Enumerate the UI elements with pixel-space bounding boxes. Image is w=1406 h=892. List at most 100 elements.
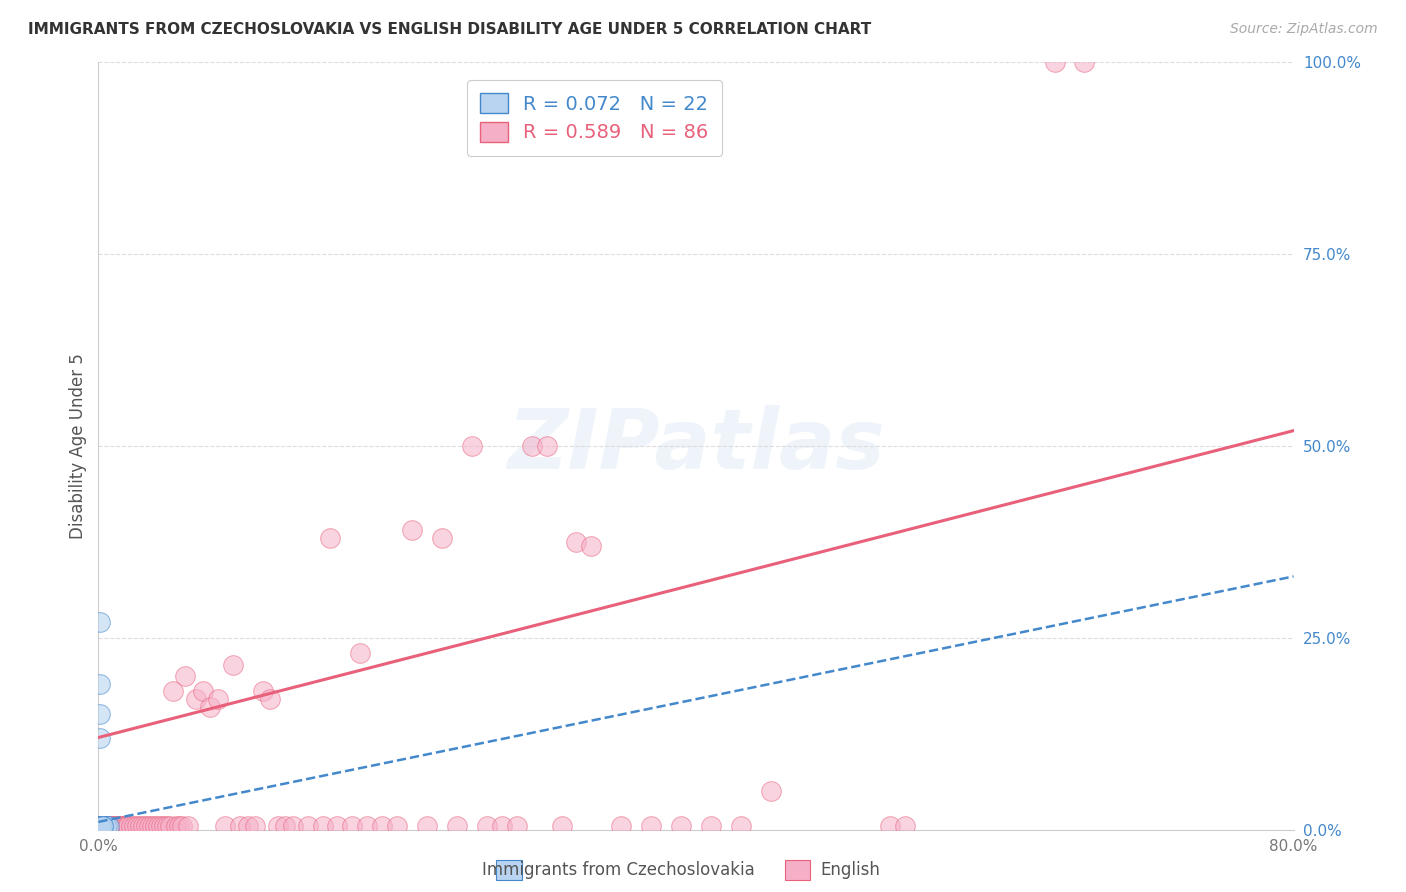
Point	[550, 819, 572, 833]
Point	[94, 819, 117, 833]
Point	[89, 707, 111, 722]
Point	[108, 819, 131, 833]
Point	[416, 819, 439, 833]
Point	[172, 819, 194, 833]
Text: ZIPatlas: ZIPatlas	[508, 406, 884, 486]
Point	[110, 819, 132, 833]
Point	[94, 819, 117, 833]
Point	[191, 684, 214, 698]
Point	[159, 819, 181, 833]
Point	[177, 819, 200, 833]
Point	[371, 819, 394, 833]
Point	[520, 439, 543, 453]
Point	[156, 819, 179, 833]
Point	[105, 819, 128, 833]
Point	[879, 819, 901, 833]
Point	[153, 819, 176, 833]
Point	[90, 819, 112, 833]
Point	[401, 524, 423, 538]
Point	[229, 819, 252, 833]
Point	[90, 819, 112, 833]
Point	[174, 669, 197, 683]
Point	[319, 531, 342, 545]
Point	[104, 819, 127, 833]
Point	[138, 819, 160, 833]
Point	[491, 819, 513, 833]
Point	[222, 657, 245, 672]
Point	[894, 819, 917, 833]
Point	[297, 819, 319, 833]
Point	[536, 439, 558, 453]
Point	[96, 819, 118, 833]
Point	[117, 819, 139, 833]
Point	[165, 819, 187, 833]
Point	[430, 531, 453, 545]
Point	[200, 699, 222, 714]
Point	[274, 819, 297, 833]
Point	[475, 819, 498, 833]
Point	[90, 819, 112, 833]
Point	[93, 819, 115, 833]
Point	[730, 819, 752, 833]
Point	[236, 819, 259, 833]
FancyBboxPatch shape	[785, 860, 810, 880]
Point	[461, 439, 484, 453]
Point	[89, 677, 111, 691]
Point	[135, 819, 157, 833]
Point	[101, 819, 124, 833]
Point	[267, 819, 290, 833]
Point	[124, 819, 146, 833]
Point	[91, 819, 114, 833]
Point	[150, 819, 173, 833]
Text: IMMIGRANTS FROM CZECHOSLOVAKIA VS ENGLISH DISABILITY AGE UNDER 5 CORRELATION CHA: IMMIGRANTS FROM CZECHOSLOVAKIA VS ENGLIS…	[28, 22, 872, 37]
Point	[93, 819, 115, 833]
Point	[143, 819, 166, 833]
Point	[1073, 55, 1095, 70]
Point	[669, 819, 692, 833]
Legend: R = 0.072   N = 22, R = 0.589   N = 86: R = 0.072 N = 22, R = 0.589 N = 86	[467, 79, 721, 156]
Point	[94, 819, 117, 833]
Point	[91, 819, 114, 833]
Point	[107, 819, 129, 833]
Text: English: English	[821, 861, 880, 879]
Point	[89, 615, 111, 630]
Point	[281, 819, 304, 833]
Point	[91, 819, 114, 833]
Point	[385, 819, 409, 833]
Point	[581, 539, 603, 553]
Point	[91, 819, 114, 833]
Point	[91, 819, 114, 833]
Point	[103, 819, 125, 833]
Point	[90, 819, 112, 833]
Point	[640, 819, 662, 833]
Point	[141, 819, 163, 833]
Text: Source: ZipAtlas.com: Source: ZipAtlas.com	[1230, 22, 1378, 37]
FancyBboxPatch shape	[496, 860, 522, 880]
Point	[1043, 55, 1066, 70]
Point	[90, 819, 112, 833]
Point	[97, 819, 120, 833]
Point	[245, 819, 267, 833]
Point	[114, 819, 136, 833]
Point	[91, 819, 114, 833]
Text: Immigrants from Czechoslovakia: Immigrants from Czechoslovakia	[482, 861, 755, 879]
Point	[89, 819, 111, 833]
Point	[132, 819, 155, 833]
Point	[96, 819, 118, 833]
Point	[610, 819, 633, 833]
Point	[184, 692, 207, 706]
Point	[326, 819, 349, 833]
Point	[506, 819, 529, 833]
Point	[97, 819, 120, 833]
Point	[112, 819, 135, 833]
Point	[89, 819, 111, 833]
Point	[356, 819, 378, 833]
Point	[148, 819, 170, 833]
Point	[162, 684, 184, 698]
Point	[342, 819, 364, 833]
Point	[91, 819, 114, 833]
Point	[259, 692, 281, 706]
Point	[89, 819, 111, 833]
Point	[98, 819, 122, 833]
Point	[115, 819, 138, 833]
